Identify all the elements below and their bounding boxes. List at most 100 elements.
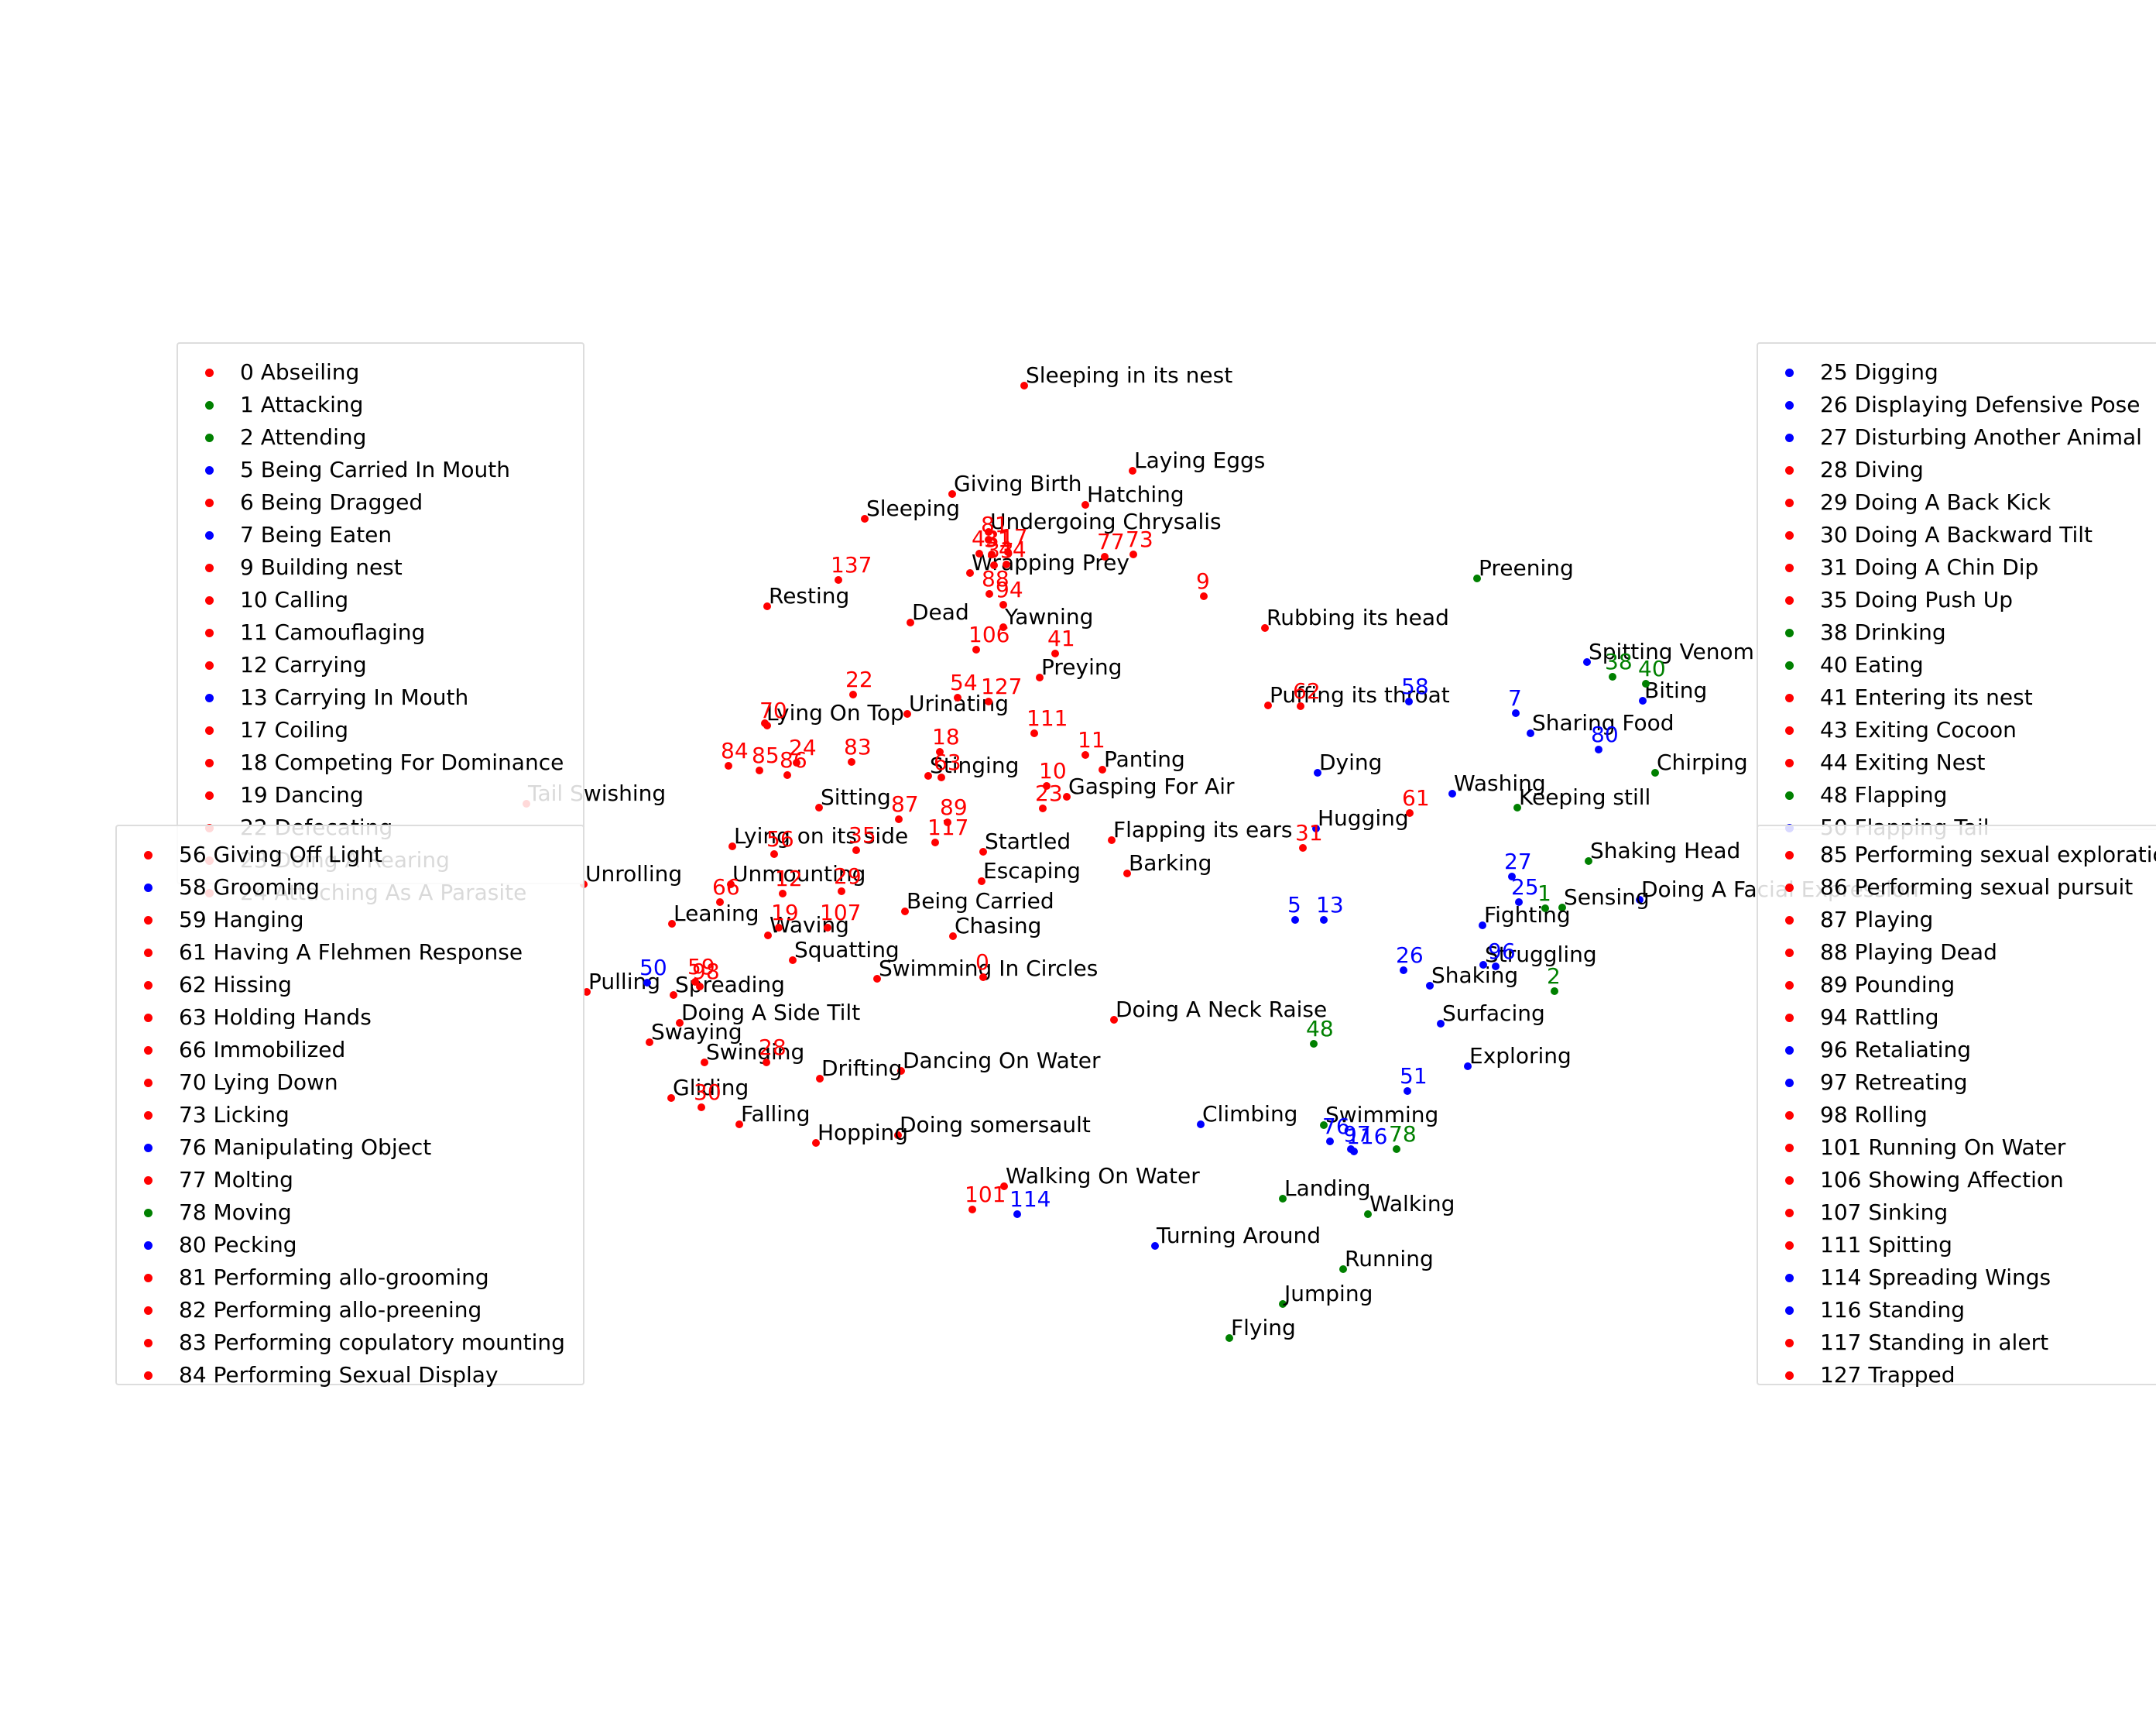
legend-entry: 88 Playing Dead [1758,936,2156,969]
scatter-point [756,767,763,774]
legend-label: 61 Having A Flehmen Response [179,939,523,965]
scatter-point [1508,873,1516,880]
point-label: Dead [912,599,969,625]
point-id-label: 98 [692,959,720,984]
scatter-point [1551,987,1558,995]
legend-label: 0 Abseiling [240,359,360,385]
scatter-point [763,722,771,729]
point-id-label: 85 [752,743,780,768]
scatter-point [999,601,1007,609]
point-label: Washing [1454,770,1546,796]
point-label: Spitting Venom [1589,639,1754,664]
legend-entry: 127 Trapped [1758,1359,2156,1391]
scatter-point [1609,673,1616,681]
legend-entry: 117 Standing in alert [1758,1326,2156,1359]
legend-marker [1785,726,1794,735]
legend-entry: 44 Exiting Nest [1758,746,2156,779]
point-label: Squatting [794,937,900,963]
legend-entry: 7 Being Eaten [178,519,583,551]
legend-marker [205,726,214,735]
point-label: Climbing [1202,1101,1297,1127]
scatter-point [812,1139,820,1147]
scatter-point [783,771,791,779]
legend-label: 58 Grooming [179,874,320,900]
scatter-point [1513,804,1521,812]
legend-marker [205,661,214,670]
scatter-point [1437,1020,1445,1028]
point-id-label: 84 [721,738,749,763]
legend-label: 85 Performing sexual exploration [1820,842,2156,867]
point-id-label: 96 [1488,938,1516,964]
legend-label: 11 Camouflaging [240,619,426,645]
legend-entry: 9 Building nest [178,551,583,584]
legend-entry: 116 Standing [1758,1294,2156,1326]
legend-marker [1785,1306,1794,1315]
scatter-point [1642,680,1650,688]
scatter-point [975,550,983,558]
legend-label: 98 Rolling [1820,1102,1928,1127]
scatter-point [1043,782,1051,790]
scatter-point [1151,1242,1159,1250]
scatter-point [894,1131,902,1139]
scatter-point [985,536,992,544]
scatter-point [1129,467,1136,475]
point-id-label: 2 [1547,963,1561,989]
point-label: Doing somersault [900,1112,1091,1138]
scatter-point [1039,805,1047,812]
legend-marker [1785,1209,1794,1217]
scatter-point [1364,1210,1372,1218]
scatter-point [948,490,956,498]
scatter-point [1512,709,1520,717]
legend-marker [1785,1111,1794,1120]
legend-marker [205,531,214,540]
point-id-label: 40 [1638,656,1666,681]
legend-marker [144,1014,153,1022]
scatter-point [1320,916,1328,924]
point-id-label: 70 [759,698,787,723]
scatter-point [716,898,724,906]
legend-marker [205,596,214,605]
legend-marker [1785,531,1794,540]
point-label: Fighting [1484,902,1571,928]
legend-marker [1785,949,1794,957]
point-label: Shaking Head [1590,838,1740,863]
point-id-label: 63 [934,750,961,775]
legend-marker [1785,369,1794,377]
scatter-point [770,850,778,858]
legend-marker [1785,1046,1794,1055]
point-id-label: 44 [999,537,1027,562]
point-label: Walking [1369,1191,1455,1216]
point-id-label: 137 [831,552,872,578]
legend-label: 101 Running On Water [1820,1134,2066,1160]
scatter-point [701,1059,708,1066]
scatter-point [1264,702,1272,709]
legend-marker [205,564,214,572]
point-id-label: 13 [1316,892,1344,918]
point-id-label: 56 [766,826,794,852]
legend-label: 35 Doing Push Up [1820,587,2014,613]
legend-label: 1 Attacking [240,392,364,417]
point-label: Gliding [673,1075,749,1100]
point-id-label: 66 [712,874,740,900]
legend-label: 114 Spreading Wings [1820,1264,2051,1290]
point-id-label: 18 [932,724,960,750]
legend-label: 70 Lying Down [179,1069,338,1095]
scatter-point [1013,1210,1021,1218]
legend-marker [205,759,214,767]
legend-marker [1785,851,1794,860]
legend-label: 87 Playing [1820,907,1934,932]
scatter-point [1081,501,1089,509]
point-id-label: 87 [891,791,919,817]
scatter-point [1279,1300,1287,1308]
point-id-label: 1 [1537,880,1551,906]
scatter-point [646,1038,653,1046]
scatter-point [985,528,992,536]
point-label: Resting [769,583,849,609]
legend-marker [1785,791,1794,800]
scatter-point [838,887,845,895]
legend-entry: 31 Doing A Chin Dip [1758,551,2156,584]
point-label: Unrolling [585,861,682,887]
scatter-point [949,932,957,940]
legend-label: 127 Trapped [1820,1362,1955,1388]
scatter-point [873,975,881,983]
